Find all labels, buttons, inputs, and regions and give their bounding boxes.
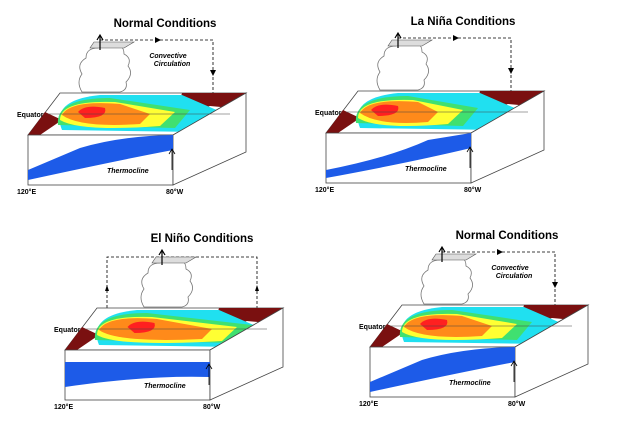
longitude-west-label: 120°E bbox=[315, 186, 334, 194]
cloud-icon bbox=[420, 255, 473, 305]
circulation-loop bbox=[398, 37, 512, 91]
equator-label: Equator bbox=[359, 324, 386, 331]
longitude-west-label: 120°E bbox=[359, 400, 378, 408]
equator-label: Equator bbox=[315, 110, 342, 117]
updraft-arrow-icon bbox=[158, 248, 166, 265]
land-asia bbox=[370, 324, 404, 347]
panel-elnino: El Niño Conditions Equator Thermocline 120°… bbox=[54, 233, 285, 411]
circulation-label: Circulation bbox=[154, 61, 191, 68]
longitude-east-label: 80°W bbox=[166, 188, 184, 196]
circulation-label: Convective bbox=[149, 53, 186, 60]
thermocline-label: Thermocline bbox=[144, 383, 186, 390]
thermocline-label: Thermocline bbox=[405, 166, 447, 173]
box-side bbox=[514, 304, 589, 398]
sst-warm-pool bbox=[127, 321, 155, 333]
upwelling-arrow-icon bbox=[466, 146, 474, 168]
cloud-anvil bbox=[151, 256, 198, 264]
box-side bbox=[172, 92, 247, 186]
cloud-icon bbox=[78, 43, 131, 93]
longitude-east-label: 80°W bbox=[508, 400, 526, 408]
circulation-label: Convective bbox=[491, 265, 528, 272]
land-asia bbox=[326, 110, 360, 133]
updraft-arrow-icon bbox=[438, 245, 446, 262]
land-asia bbox=[65, 327, 99, 350]
upwelling-arrow-icon bbox=[205, 363, 213, 385]
panel-title: El Niño Conditions bbox=[151, 233, 254, 245]
thermocline-layer bbox=[370, 347, 515, 392]
thermocline-layer bbox=[65, 362, 210, 387]
upwelling-arrow-icon bbox=[510, 360, 518, 382]
thermocline-label: Thermocline bbox=[107, 168, 149, 175]
circulation-arrow-icon bbox=[453, 35, 514, 74]
thermocline-layer bbox=[326, 133, 471, 178]
circulation-loop bbox=[100, 39, 214, 93]
longitude-east-label: 80°W bbox=[464, 186, 482, 194]
panel-title: La Niña Conditions bbox=[411, 16, 516, 28]
cloud-anvil bbox=[89, 41, 136, 49]
box-side bbox=[209, 307, 284, 401]
equator-label: Equator bbox=[17, 112, 44, 119]
updraft-arrow-icon bbox=[394, 31, 402, 48]
panel-lanina: La Niña Conditions Equator Thermocline 120°… bbox=[315, 16, 546, 194]
circulation-loop bbox=[442, 251, 556, 305]
land-asia bbox=[28, 112, 62, 135]
thermocline-label: Thermocline bbox=[449, 380, 491, 387]
sst-warm-pool bbox=[420, 318, 448, 330]
equator-label: Equator bbox=[54, 327, 81, 334]
box-side bbox=[470, 90, 545, 184]
cloud-anvil bbox=[431, 253, 478, 261]
longitude-east-label: 80°W bbox=[203, 403, 221, 411]
sst-warm-pool bbox=[78, 106, 106, 118]
cloud-anvil bbox=[387, 39, 434, 47]
circulation-label: Circulation bbox=[496, 273, 533, 280]
cloud-icon bbox=[140, 258, 193, 308]
updraft-arrow-icon bbox=[96, 33, 104, 50]
panel-title: Normal Conditions bbox=[114, 18, 217, 30]
upwelling-arrow-icon bbox=[168, 148, 176, 170]
longitude-west-label: 120°E bbox=[17, 188, 36, 196]
cloud-icon bbox=[376, 41, 429, 91]
longitude-west-label: 120°E bbox=[54, 403, 73, 411]
sst-warm-pool bbox=[371, 104, 399, 116]
panel-title: Normal Conditions bbox=[456, 230, 559, 242]
thermocline-layer bbox=[28, 135, 173, 180]
